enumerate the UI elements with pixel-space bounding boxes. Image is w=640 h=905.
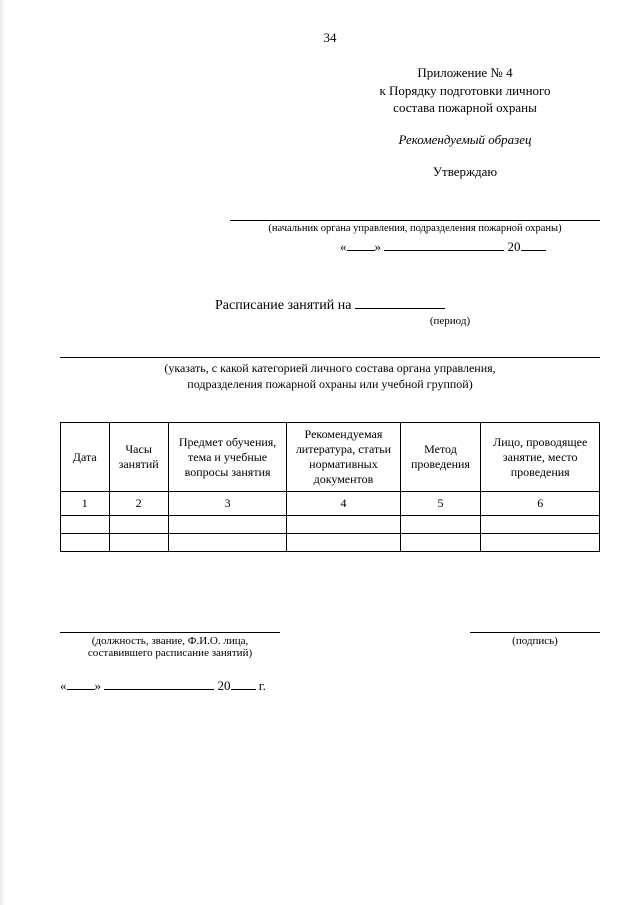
approver-hint: (начальник органа управления, подразделе… [230,220,600,234]
schedule-table: Дата Часы занятий Предмет обучения, тема… [60,422,600,552]
appendix-line3: состава пожарной охраны [330,99,600,117]
th-person: Лицо, проводящее занятие, место проведен… [481,423,600,492]
table-row [61,534,600,552]
table-number-row: 1 2 3 4 5 6 [61,492,600,516]
compiler-signature: (должность, звание, Ф.И.О. лица, состави… [60,632,280,659]
bottom-date-row: «» 20 г. [60,677,600,694]
year-blank-2 [231,677,256,690]
num-4: 4 [287,492,400,516]
appendix-line1: Приложение № 4 [330,64,600,82]
year-suffix: г. [259,678,266,693]
th-subject: Предмет обучения, тема и учебные вопросы… [168,423,287,492]
quote-close-2: » [95,678,102,693]
instruction-line2: подразделения пожарной охраны или учебно… [68,377,592,393]
th-hours: Часы занятий [109,423,168,492]
month-blank-2 [104,677,214,690]
num-3: 3 [168,492,287,516]
quote-close: » [375,239,382,254]
th-literature: Рекомендуемая литература, статьи нормати… [287,423,400,492]
page-shadow [0,0,5,905]
compiler-hint: (должность, звание, Ф.И.О. лица, состави… [60,632,280,659]
num-1: 1 [61,492,110,516]
day-blank-2 [67,677,95,690]
th-date: Дата [61,423,110,492]
approve-label: Утверждаю [330,164,600,180]
footer-row: (должность, звание, Ф.И.О. лица, состави… [60,632,600,659]
period-label: (период) [300,315,600,327]
title-text: Расписание занятий на [215,298,351,313]
year-prefix: 20 [508,239,521,254]
approve-date-row: «» 20 [340,238,600,255]
instruction-line1: (указать, с какой категорией личного сос… [68,361,592,377]
num-6: 6 [481,492,600,516]
num-2: 2 [109,492,168,516]
document-page: 34 Приложение № 4 к Порядку подготовки л… [0,0,640,905]
appendix-line2: к Порядку подготовки личного [330,82,600,100]
compiler-hint-line1: (должность, звание, Ф.И.О. лица, [60,635,280,647]
period-blank [355,295,445,309]
sample-label: Рекомендуемый образец [330,131,600,149]
year-prefix-2: 20 [218,678,231,693]
table-header-row: Дата Часы занятий Предмет обучения, тема… [61,423,600,492]
title-row: Расписание занятий на [60,295,600,314]
signature-block: (подпись) [470,632,600,659]
th-method: Метод проведения [400,423,481,492]
instruction-block: (указать, с какой категорией личного сос… [60,358,600,392]
compiler-hint-line2: составившего расписание занятий) [60,647,280,659]
month-blank [384,238,504,251]
table-row [61,516,600,534]
year-blank [521,238,546,251]
day-blank [347,238,375,251]
page-number: 34 [60,30,600,46]
appendix-header: Приложение № 4 к Порядку подготовки личн… [330,64,600,117]
num-5: 5 [400,492,481,516]
signature-hint: (подпись) [470,632,600,647]
